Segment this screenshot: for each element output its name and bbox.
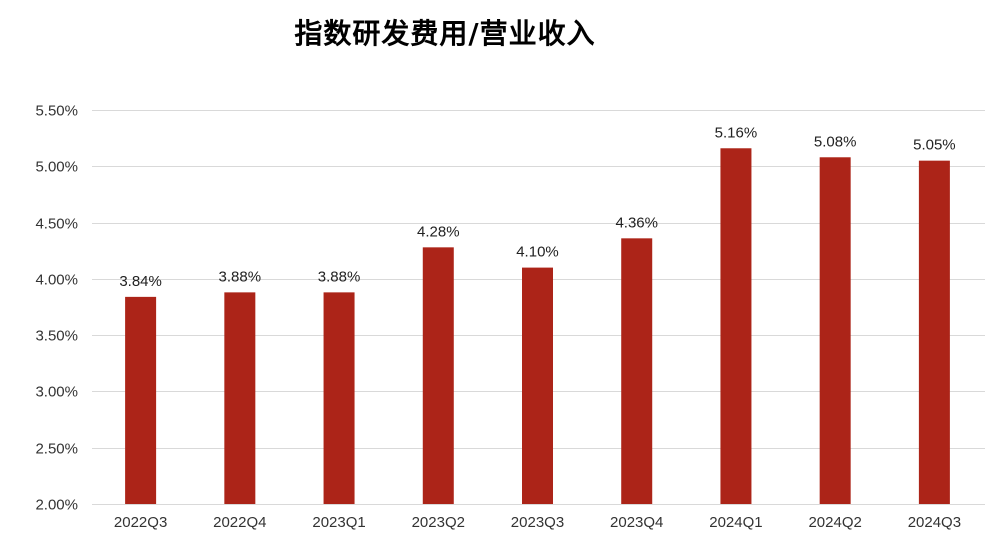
y-axis-ticks: 2.00% 2.50% 3.00% 3.50% 4.00% 4.50% 5.00% 5.50% — [35, 103, 78, 514]
x-tick-label: 2024Q1 — [709, 514, 762, 531]
data-label: 3.84% — [119, 273, 162, 290]
bar — [422, 247, 454, 504]
bar — [125, 296, 157, 504]
data-label: 3.88% — [318, 268, 361, 285]
x-axis-ticks: 2022Q3 2022Q4 2023Q1 2023Q2 2023Q3 2023Q4 2024… — [114, 514, 961, 531]
x-tick-label: 2023Q2 — [412, 514, 465, 531]
y-tick-label: 5.00% — [35, 159, 78, 176]
bar — [522, 267, 553, 504]
x-tick-label: 2023Q4 — [610, 514, 663, 531]
bar — [720, 148, 752, 504]
y-tick-label: 5.50% — [35, 103, 78, 120]
y-tick-label: 4.50% — [35, 216, 78, 233]
x-tick-label: 2022Q3 — [114, 514, 167, 531]
data-label: 5.05% — [913, 137, 956, 154]
y-tick-label: 3.00% — [35, 384, 78, 401]
bars — [125, 148, 950, 504]
x-tick-label: 2024Q3 — [908, 514, 961, 531]
data-label: 5.16% — [715, 124, 758, 141]
chart-title: 指数研发费用/营业收入 — [294, 17, 596, 50]
data-labels: 3.84% 3.88% 3.88% 4.28% 4.10% 4.36% 5.16% 5.08%… — [119, 124, 955, 290]
data-label: 3.88% — [219, 268, 262, 285]
x-tick-label: 2022Q4 — [213, 514, 266, 531]
x-tick-label: 2024Q2 — [808, 514, 861, 531]
y-tick-label: 2.00% — [35, 497, 78, 514]
data-label: 4.28% — [417, 223, 460, 240]
x-tick-label: 2023Q3 — [511, 514, 564, 531]
bar — [819, 157, 851, 504]
y-tick-label: 2.50% — [35, 441, 78, 458]
data-label: 4.10% — [516, 244, 559, 261]
bar — [621, 238, 653, 504]
data-label: 4.36% — [615, 214, 658, 231]
bar — [918, 160, 950, 504]
x-tick-label: 2023Q1 — [312, 514, 365, 531]
data-label: 5.08% — [814, 133, 857, 150]
bar — [323, 292, 355, 504]
y-tick-label: 4.00% — [35, 272, 78, 289]
y-tick-label: 3.50% — [35, 328, 78, 345]
bar — [224, 292, 256, 504]
